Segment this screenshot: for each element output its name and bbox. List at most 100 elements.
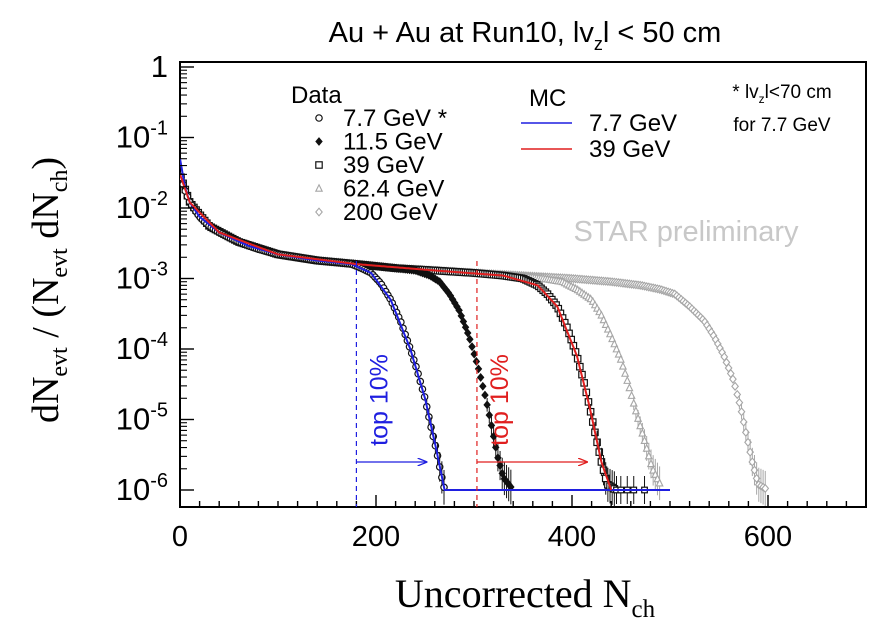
x-tick-label: 400 [548,521,596,553]
legend-marker [314,183,324,192]
legend-data-label: 7.7 GeV * [343,105,447,132]
legend-marker [315,161,323,169]
data-point [466,334,474,344]
annotation-layer: top 10% top 10% [355,261,587,507]
series-layer [180,158,770,507]
mc-line-mc-7-7-gev [180,158,670,491]
data-point [474,364,483,374]
data-point [487,420,496,430]
legend-mc-title: MC [529,85,566,112]
y-tick-label: 10-1 [116,118,168,155]
data-point [646,458,656,468]
data-point [464,328,472,338]
data-point [625,383,634,392]
legend-marker [315,137,323,146]
y-tick-base: 10 [116,472,150,507]
x-tick-label: 0 [172,521,188,553]
legend-mc-label: 39 GeV [589,136,670,163]
data-point [737,407,746,417]
data-point [629,398,638,407]
y-tick-label: 10-2 [116,188,168,225]
y-axis-label: dNevt / (Nevt dNch) [25,157,73,423]
data-point [476,373,485,382]
data-point [731,381,739,391]
y-tick-label: 10-3 [116,259,168,296]
y-label-a-sub: evt [47,347,73,377]
data-point [728,374,737,384]
note-line-1: * lvzl<70 cm [732,82,831,106]
y-tick-exponent: -2 [150,188,168,210]
plot-area [180,158,770,507]
data-point [608,333,617,343]
y-tick-exponent: -1 [150,118,168,140]
data-point [733,389,742,400]
y-label-a: dN [25,377,67,423]
y-tick-base: 10 [116,261,150,296]
data-point [633,413,643,422]
note-line-1-tail: l<70 cm [765,82,832,103]
data-point [479,381,487,391]
legend-data-label: 39 GeV [343,152,424,179]
data-point [627,390,636,399]
y-label-d: ) [25,157,67,170]
legend-data-label: 11.5 GeV [343,129,443,156]
y-tick-base: 10 [116,190,150,225]
x-label-sub: ch [631,596,655,622]
y-tick-label: 10-6 [116,470,168,507]
legend-mc-label: 7.7 GeV [589,110,677,137]
data-point [618,361,628,370]
data-point [638,428,647,437]
chart-title: Au + Au at Run10, lvzl < 50 cm [329,17,722,54]
data-point [489,431,498,441]
legend-data-title: Data [291,82,342,109]
y-tick-base: 10 [116,120,150,155]
chart-title-sub: z [594,34,603,54]
chart-title-tail: l < 50 cm [603,17,721,49]
y-label-c: dN [25,192,67,248]
mc-line-mc-39-gev [180,174,613,491]
y-tick-exponent: -4 [150,329,168,351]
data-point [642,443,651,452]
y-label-b: / (N [25,278,67,348]
y-tick-exponent: -5 [150,400,168,422]
x-tick-label: 200 [352,521,400,553]
plot-frame [179,61,867,508]
y-tick-base: 10 [116,402,150,437]
data-point [483,400,491,410]
data-point [481,390,489,400]
data-point [610,339,619,348]
legend-data-label: 200 GeV [343,199,438,226]
y-tick-base: 10 [116,331,150,366]
y-tick-exponent: -6 [150,470,168,492]
legend-marker [315,207,323,217]
watermark: STAR preliminary [573,216,799,248]
data-point [461,322,470,332]
data-point [614,349,623,358]
y-label-b-sub: evt [47,248,73,278]
data-point [761,483,770,494]
y-tick-label: 1 [151,49,168,84]
x-axis-label: Uncorrected Nch [395,571,656,622]
data-point [612,344,621,353]
data-point [739,417,748,427]
x-label-main: Uncorrected N [395,571,632,616]
data-point [468,342,476,352]
data-point [735,397,744,408]
data-point [636,421,645,430]
data-point [623,375,632,384]
y-tick-label: 10-4 [116,329,168,366]
y-tick-base: 1 [151,49,168,84]
legend-data-label: 62.4 GeV [343,176,444,203]
y-tick-exponent: -3 [150,259,168,281]
chart-title-main: Au + Au at Run10, lv [329,17,595,49]
data-point [644,451,653,460]
data-point [655,478,664,487]
data-point [616,354,625,363]
note-line-1-sub: z [759,92,765,106]
x-tick-label: 600 [744,521,792,553]
